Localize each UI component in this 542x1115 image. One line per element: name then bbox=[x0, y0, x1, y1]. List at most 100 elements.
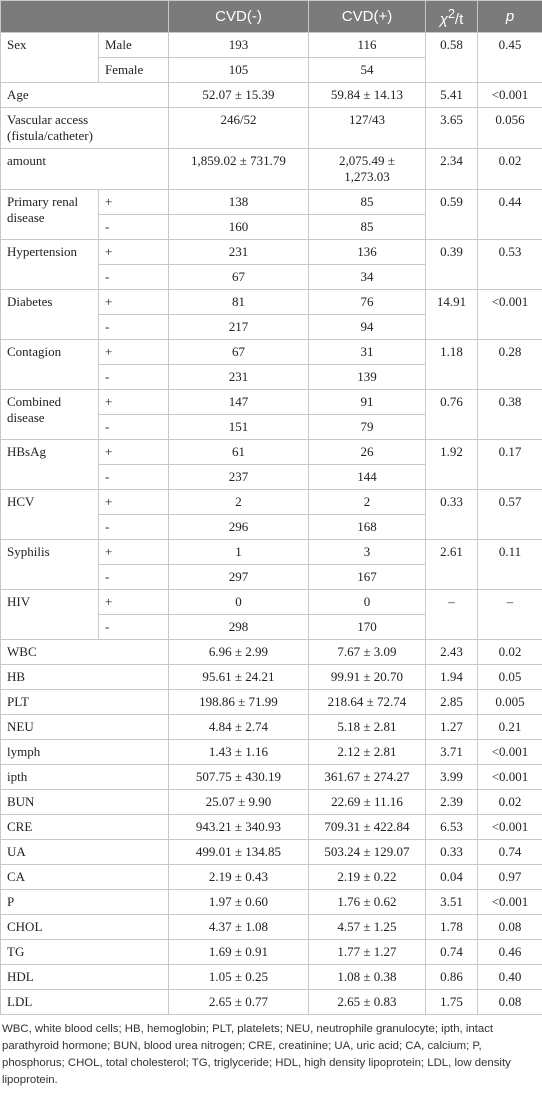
value-cell: 139 bbox=[308, 364, 426, 390]
stat-cell: 2.34 bbox=[425, 148, 478, 190]
p-cell: 0.40 bbox=[477, 964, 542, 990]
row-label: WBC bbox=[0, 639, 169, 665]
row-label: ipth bbox=[0, 764, 169, 790]
table-row: LDL 2.65 ± 0.77 2.65 ± 0.83 1.75 0.08 bbox=[0, 989, 542, 1015]
p-cell: 0.08 bbox=[477, 914, 542, 940]
p-cell: 0.44 bbox=[477, 189, 542, 240]
row-label: BUN bbox=[0, 789, 169, 815]
stat-cell: 0.33 bbox=[425, 489, 478, 540]
p-cell: 0.38 bbox=[477, 389, 542, 440]
level-cell: + bbox=[98, 539, 169, 565]
table-row: -160 85 bbox=[1, 214, 542, 240]
row-label: NEU bbox=[0, 714, 169, 740]
stat-cell: 0.74 bbox=[425, 939, 478, 965]
row-label: HDL bbox=[0, 964, 169, 990]
level-cell: - bbox=[98, 414, 169, 440]
value-cell: 127/43 bbox=[308, 107, 426, 149]
value-cell: 168 bbox=[308, 514, 426, 540]
row-label: HBsAg bbox=[0, 439, 99, 490]
stat-cell: 0.58 bbox=[425, 32, 478, 83]
table-row: -297 167 bbox=[1, 564, 542, 590]
stat-cell: 2.43 bbox=[425, 639, 478, 665]
value-cell: 2,075.49 ± 1,273.03 bbox=[308, 148, 426, 190]
table-row: ipth 507.75 ± 430.19 361.67 ± 274.27 3.99 <0… bbox=[0, 764, 542, 790]
stat-cell: – bbox=[425, 589, 478, 640]
value-cell: 170 bbox=[308, 614, 426, 640]
level-cell: + bbox=[98, 189, 169, 215]
header-text: χ bbox=[439, 10, 448, 28]
p-cell: <0.001 bbox=[477, 814, 542, 840]
row-label: Hypertension bbox=[0, 239, 99, 290]
value-cell: 1.76 ± 0.62 bbox=[308, 889, 426, 915]
value-cell: 1.97 ± 0.60 bbox=[168, 889, 309, 915]
value-cell: 116 bbox=[308, 32, 426, 58]
row-label: amount bbox=[0, 148, 169, 190]
p-cell: 0.02 bbox=[477, 148, 542, 190]
p-cell: 0.056 bbox=[477, 107, 542, 149]
value-cell: 7.67 ± 3.09 bbox=[308, 639, 426, 665]
row-label: HCV bbox=[0, 489, 99, 540]
table-row: TG 1.69 ± 0.91 1.77 ± 1.27 0.74 0.46 bbox=[0, 939, 542, 965]
level-cell: Male bbox=[98, 32, 169, 58]
p-cell: <0.001 bbox=[477, 889, 542, 915]
value-cell: 0 bbox=[308, 589, 426, 615]
value-cell: 5.18 ± 2.81 bbox=[308, 714, 426, 740]
p-cell: 0.45 bbox=[477, 32, 542, 83]
table-row: Female 105 54 bbox=[1, 57, 542, 83]
p-cell: 0.53 bbox=[477, 239, 542, 290]
table-row: BUN 25.07 ± 9.90 22.69 ± 11.16 2.39 0.02 bbox=[0, 789, 542, 815]
stat-cell: 14.91 bbox=[425, 289, 478, 340]
value-cell: 76 bbox=[308, 289, 426, 315]
stat-cell: 6.53 bbox=[425, 814, 478, 840]
stat-cell: 1.27 bbox=[425, 714, 478, 740]
value-cell: 1.69 ± 0.91 bbox=[168, 939, 309, 965]
p-cell: 0.005 bbox=[477, 689, 542, 715]
value-cell: 2.12 ± 2.81 bbox=[308, 739, 426, 765]
row-label: lymph bbox=[0, 739, 169, 765]
value-cell: 4.84 ± 2.74 bbox=[168, 714, 309, 740]
table-row: HCV +2 2 0.33 0.57 bbox=[0, 489, 542, 540]
footnote: WBC, white blood cells; HB, hemoglobin; … bbox=[2, 1023, 511, 1086]
header-cell: CVD(-) bbox=[168, 0, 309, 33]
value-cell: 99.91 ± 20.70 bbox=[308, 664, 426, 690]
row-label: LDL bbox=[0, 989, 169, 1015]
stat-cell: 3.65 bbox=[425, 107, 478, 149]
stat-cell: 0.59 bbox=[425, 189, 478, 240]
table-row: amount 1,859.02 ± 731.79 2,075.49 ± 1,273.… bbox=[0, 148, 542, 190]
table-row: -237 144 bbox=[1, 464, 542, 490]
level-cell: + bbox=[98, 439, 169, 465]
value-cell: 160 bbox=[168, 214, 309, 240]
value-cell: 237 bbox=[168, 464, 309, 490]
level-cell: - bbox=[98, 614, 169, 640]
stat-cell: 0.33 bbox=[425, 839, 478, 865]
p-cell: 0.28 bbox=[477, 339, 542, 390]
row-label: HIV bbox=[0, 589, 99, 640]
p-cell: <0.001 bbox=[477, 764, 542, 790]
p-cell: <0.001 bbox=[477, 82, 542, 108]
p-cell: 0.02 bbox=[477, 639, 542, 665]
value-cell: 147 bbox=[168, 389, 309, 415]
value-cell: 0 bbox=[168, 589, 309, 615]
value-cell: 193 bbox=[168, 32, 309, 58]
value-cell: 136 bbox=[308, 239, 426, 265]
level-cell: + bbox=[98, 339, 169, 365]
table-row: UA 499.01 ± 134.85 503.24 ± 129.07 0.33 0.74 bbox=[0, 839, 542, 865]
stat-cell: 1.18 bbox=[425, 339, 478, 390]
header-sup: 2 bbox=[447, 6, 455, 21]
value-cell: 507.75 ± 430.19 bbox=[168, 764, 309, 790]
value-cell: 231 bbox=[168, 239, 309, 265]
value-cell: 246/52 bbox=[168, 107, 309, 149]
value-cell: 6.96 ± 2.99 bbox=[168, 639, 309, 665]
value-cell: 217 bbox=[168, 314, 309, 340]
table-row: NEU 4.84 ± 2.74 5.18 ± 2.81 1.27 0.21 bbox=[0, 714, 542, 740]
value-cell: 218.64 ± 72.74 bbox=[308, 689, 426, 715]
stat-cell: 3.51 bbox=[425, 889, 478, 915]
value-cell: 1,859.02 ± 731.79 bbox=[168, 148, 309, 190]
stat-cell: 0.76 bbox=[425, 389, 478, 440]
p-cell: 0.17 bbox=[477, 439, 542, 490]
value-cell: 297 bbox=[168, 564, 309, 590]
data-table: CVD(-) CVD(+) χ2/t p Sex Male 193 116 0.58 0.… bbox=[0, 0, 542, 1015]
value-cell: 34 bbox=[308, 264, 426, 290]
value-cell: 52.07 ± 15.39 bbox=[168, 82, 309, 108]
